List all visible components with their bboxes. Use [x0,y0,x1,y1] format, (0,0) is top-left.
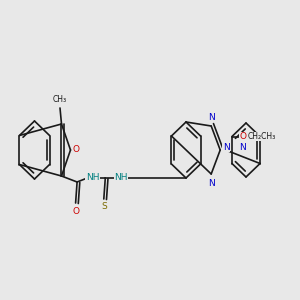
Text: N: N [208,178,214,188]
Text: O: O [239,132,246,141]
Text: N: N [239,143,246,152]
Text: S: S [101,202,107,211]
Text: NH: NH [114,173,128,182]
Text: N: N [208,112,214,122]
Text: NH: NH [86,173,99,182]
Text: O: O [72,146,79,154]
Text: O: O [72,206,79,215]
Text: CH₃: CH₃ [53,95,67,104]
Text: CH₂CH₃: CH₂CH₃ [248,132,276,141]
Text: N: N [223,143,230,152]
